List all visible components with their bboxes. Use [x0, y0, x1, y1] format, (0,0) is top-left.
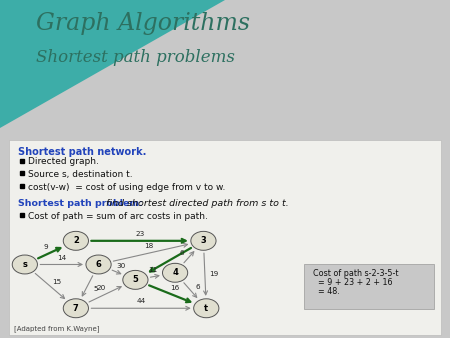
Circle shape — [123, 270, 148, 289]
Circle shape — [191, 231, 216, 250]
Text: s: s — [22, 260, 27, 269]
Text: Cost of path = sum of arc costs in path.: Cost of path = sum of arc costs in path. — [28, 212, 208, 221]
Text: 19: 19 — [209, 271, 219, 277]
Text: 15: 15 — [53, 279, 62, 285]
Circle shape — [86, 255, 111, 274]
Text: Shortest path problem:: Shortest path problem: — [18, 199, 149, 208]
Text: 5: 5 — [132, 275, 138, 284]
Circle shape — [162, 263, 188, 282]
Circle shape — [63, 299, 89, 318]
Circle shape — [12, 255, 37, 274]
Text: 20: 20 — [96, 285, 105, 291]
Text: 6: 6 — [95, 260, 102, 269]
Text: = 48.: = 48. — [313, 287, 339, 296]
Circle shape — [194, 299, 219, 318]
Text: 11: 11 — [148, 267, 158, 273]
Text: 6: 6 — [196, 284, 201, 290]
Text: Directed graph.: Directed graph. — [28, 157, 99, 166]
Text: Source s, destination t.: Source s, destination t. — [28, 170, 133, 179]
Text: Shortest path problems: Shortest path problems — [36, 49, 235, 66]
Text: Cost of path s-2-3-5-t: Cost of path s-2-3-5-t — [313, 269, 398, 278]
Text: 16: 16 — [171, 285, 180, 291]
Text: 6: 6 — [180, 250, 184, 256]
Text: 18: 18 — [144, 243, 153, 249]
Text: 14: 14 — [57, 255, 66, 261]
FancyBboxPatch shape — [9, 140, 441, 335]
Text: 2: 2 — [173, 263, 177, 269]
Text: 3: 3 — [201, 236, 206, 245]
Circle shape — [63, 231, 89, 250]
Polygon shape — [0, 0, 225, 128]
Text: Shortest path network.: Shortest path network. — [18, 147, 146, 157]
Text: 4: 4 — [172, 268, 178, 277]
Text: 23: 23 — [135, 231, 144, 237]
Text: find shortest directed path from s to t.: find shortest directed path from s to t. — [106, 199, 288, 208]
Text: = 9 + 23 + 2 + 16: = 9 + 23 + 2 + 16 — [313, 278, 392, 287]
Text: [Adapted from K.Wayne]: [Adapted from K.Wayne] — [14, 325, 99, 332]
Text: t: t — [204, 304, 208, 313]
Text: 9: 9 — [43, 244, 48, 250]
Text: 30: 30 — [117, 263, 126, 269]
Text: 44: 44 — [136, 298, 146, 305]
FancyBboxPatch shape — [304, 264, 434, 309]
Text: 2: 2 — [73, 236, 79, 245]
Text: cost(v-w)  = cost of using edge from v to w.: cost(v-w) = cost of using edge from v to… — [28, 183, 226, 192]
Text: 5: 5 — [93, 286, 98, 292]
Text: Graph Algorithms: Graph Algorithms — [36, 12, 250, 35]
Text: 7: 7 — [73, 304, 79, 313]
